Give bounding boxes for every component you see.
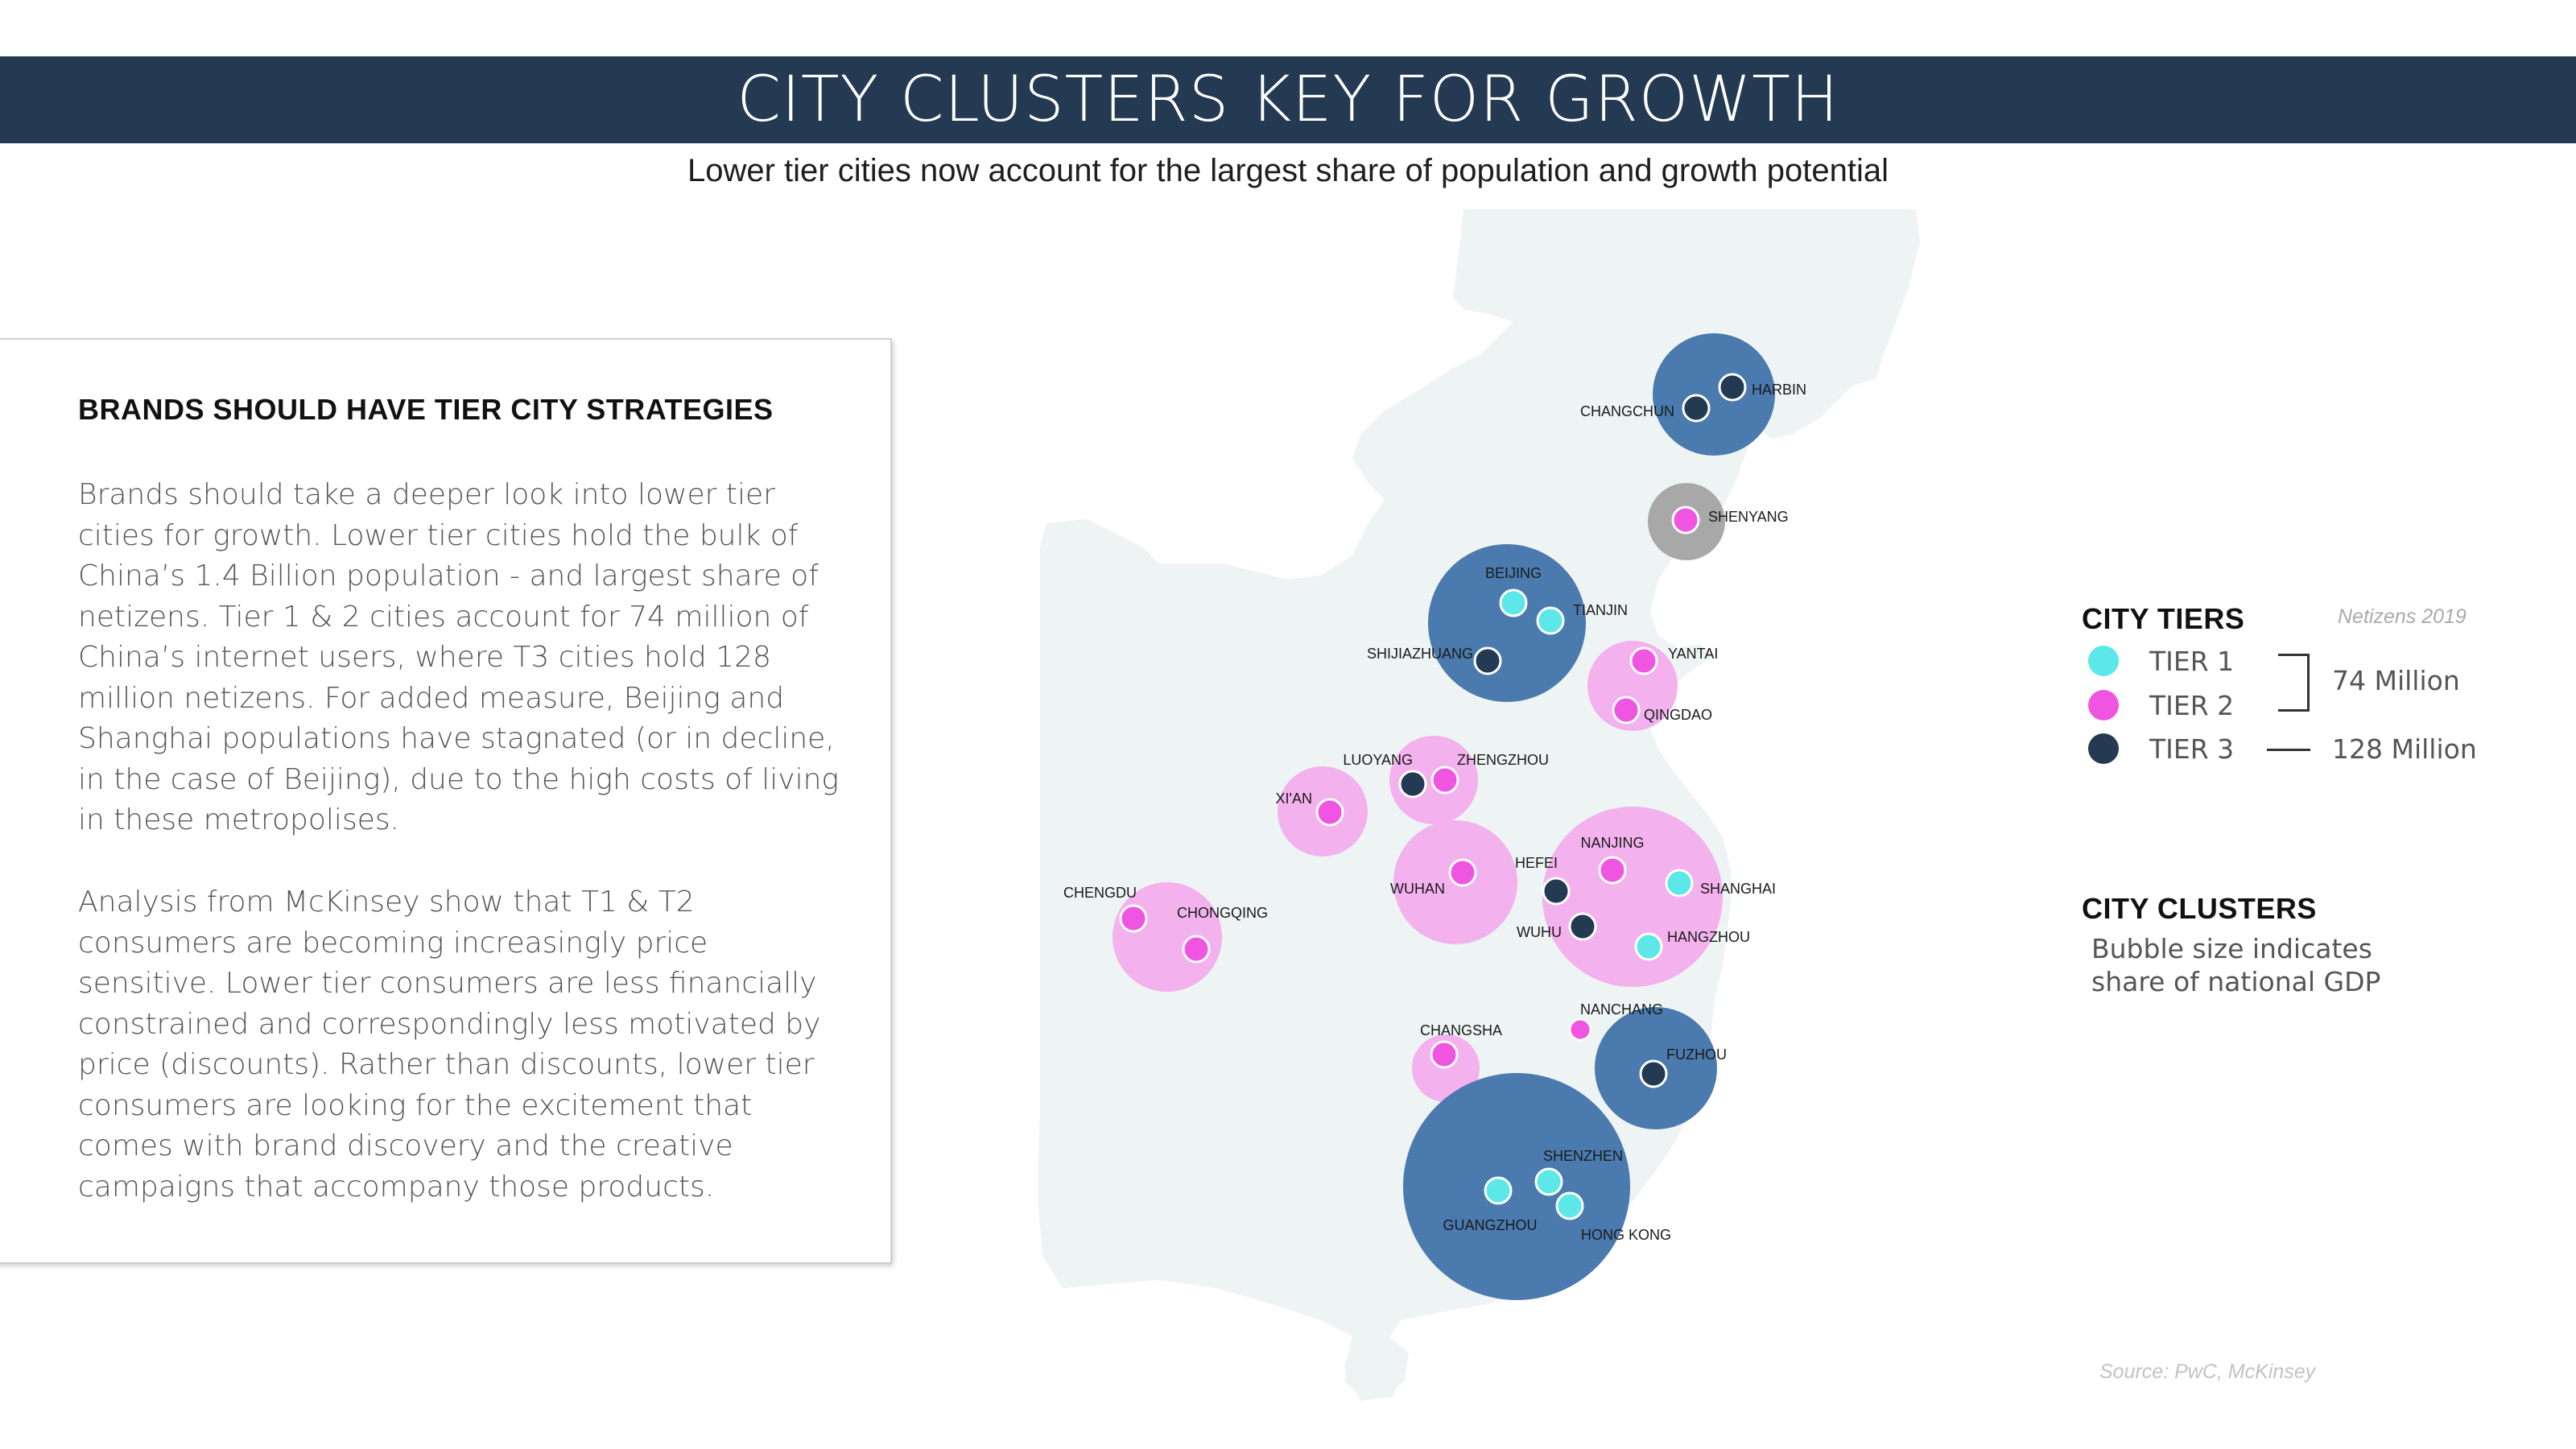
city-dot-guangzhou [1484,1176,1513,1205]
tier-2-dot-icon [2088,690,2119,720]
city-dot-qingdao [1612,696,1641,724]
city-dot-luoyang [1398,770,1427,799]
city-label-zhengzhou: ZHENGZHOU [1457,752,1549,768]
city-label-guangzhou: GUANGZHOU [1443,1217,1538,1233]
cluster-harbin-changchun [1653,333,1775,456]
city-dot-fuzhou [1639,1059,1668,1088]
city-dot-hong-kong [1555,1191,1584,1220]
city-label-harbin: HARBIN [1752,382,1806,398]
city-label-nanchang: NANCHANG [1580,1001,1663,1018]
legend-clusters-title: CITY CLUSTERS [2082,892,2317,925]
card-paragraph-1: Brands should take a deeper look into lo… [78,478,840,836]
city-label-shenyang: SHENYANG [1708,509,1789,525]
tier-3-dot-icon [2088,733,2119,764]
legend-bracket-icon [2278,654,2310,712]
city-dot-shenyang [1671,506,1700,535]
city-dot-beijing [1499,588,1528,617]
city-label-nanjing: NANJING [1580,835,1644,851]
city-dot-shenzhen [1534,1167,1563,1196]
page-title: CITY CLUSTERS KEY FOR GROWTH [737,64,1839,136]
city-dot-nanjing [1598,856,1627,885]
tier3-netizens-value: 128 Million [2332,733,2477,765]
legend-clusters-desc: Bubble size indicates share of national … [2091,933,2381,997]
city-label-beijing: BEIJING [1485,565,1542,581]
info-card [0,338,892,1264]
legend-netizens-note: Netizens 2019 [2338,605,2467,628]
city-label-shenzhen: SHENZHEN [1543,1148,1623,1164]
city-label-chengdu: CHENGDU [1063,885,1137,901]
city-label-changchun: CHANGCHUN [1580,403,1674,419]
city-label-hefei: HEFEI [1515,855,1558,871]
tier12-netizens-value: 74 Million [2332,665,2460,696]
city-label-shijiazhuang: SHIJIAZHUANG [1367,646,1473,662]
city-label-luoyang: LUOYANG [1343,752,1413,768]
city-dot-tianjin [1536,606,1565,635]
city-label-xi-an: XI'AN [1276,791,1312,807]
city-dot-wuhan [1448,858,1477,887]
map-island [1344,1336,1409,1397]
city-dot-wuhu [1568,912,1597,941]
city-label-tianjin: TIANJIN [1573,602,1628,618]
cluster-yangtze-delta [1542,807,1723,987]
tier-3-label: TIER 3 [2149,733,2235,765]
tier-1-dot-icon [2088,646,2119,676]
legend-line-icon [2267,749,2310,751]
city-dot-zhengzhou [1430,766,1459,795]
city-dot-shijiazhuang [1473,646,1502,675]
city-label-chongqing: CHONGQING [1177,905,1268,921]
city-label-hong-kong: HONG KONG [1581,1227,1671,1243]
header-bar [0,56,2576,143]
city-label-qingdao: QINGDAO [1644,707,1712,723]
card-heading: BRANDS SHOULD HAVE TIER CITY STRATEGIES [78,393,774,426]
city-dot-yantai [1629,646,1658,675]
card-paragraph-2: Analysis from McKinsey show that T1 & T2… [78,886,821,1203]
cluster-beijing-tianjin [1428,544,1586,702]
city-dot-hefei [1542,877,1571,906]
tier-2-label: TIER 2 [2149,690,2235,721]
city-dot-hangzhou [1634,932,1663,961]
city-label-changsha: CHANGSHA [1420,1022,1502,1038]
page-subtitle: Lower tier cities now account for the la… [687,153,1889,188]
city-dot-xi-an [1315,798,1344,827]
city-label-wuhan: WUHAN [1390,881,1445,897]
city-label-fuzhou: FUZHOU [1666,1046,1727,1063]
legend-tiers-title: CITY TIERS [2082,602,2245,635]
city-dot-harbin [1718,373,1747,402]
city-dot-chongqing [1182,935,1211,964]
city-label-shanghai: SHANGHAI [1700,881,1776,897]
tier-1-label: TIER 1 [2149,646,2235,677]
source-note: Source: PwC, McKinsey [2099,1360,2316,1383]
city-label-wuhu: WUHU [1517,924,1562,940]
city-dot-chengdu [1119,904,1148,933]
cluster-pearl-river-delta [1403,1073,1630,1300]
city-label-yantai: YANTAI [1668,646,1718,662]
city-dot-nanchang [1568,1018,1592,1042]
city-label-hangzhou: HANGZHOU [1667,929,1750,945]
city-dot-shanghai [1665,869,1694,898]
city-dot-changchun [1682,394,1711,423]
city-dot-changsha [1430,1040,1459,1069]
